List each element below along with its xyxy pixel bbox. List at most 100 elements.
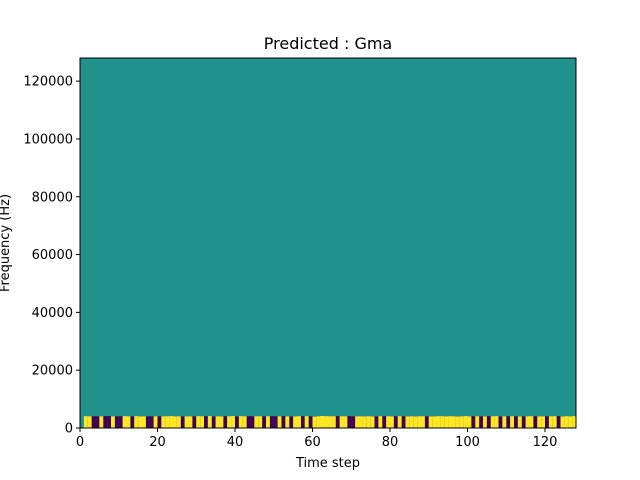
heatmap-cell-low [347, 416, 352, 428]
y-axis-label: Frequency (Hz) [0, 194, 13, 292]
heatmap-cell-high [184, 416, 189, 428]
y-tick-label: 120000 [23, 75, 73, 90]
heatmap-cell-high [409, 416, 414, 428]
heatmap-cell-high [161, 416, 166, 428]
heatmap-cell-high [564, 416, 569, 428]
heatmap-cell-high [138, 416, 142, 428]
heatmap-cell-low [300, 416, 305, 428]
heatmap-cell-high [537, 416, 542, 428]
heatmap-cell-low [95, 416, 100, 428]
heatmap-cell-high [312, 416, 317, 428]
heatmap-cell-high [359, 416, 363, 428]
heatmap-cell-high [397, 416, 402, 428]
plot-area [79, 57, 577, 429]
y-tick-label: 80000 [32, 190, 73, 205]
heatmap-cell-high [560, 416, 565, 428]
heatmap-cell-low [533, 416, 538, 428]
y-axis: 0 20000 40000 60000 80000 100000 120000 [23, 75, 80, 437]
heatmap-cell-low [471, 416, 476, 428]
heatmap-cell-low [521, 416, 526, 428]
heatmap-cell-high [475, 416, 480, 428]
heatmap-cell-low [107, 416, 111, 428]
heatmap-cell-high [328, 416, 332, 428]
heatmap-cell-low [246, 416, 251, 428]
heatmap-cell-high [153, 416, 158, 428]
heatmap-cell-high [455, 416, 460, 428]
heatmap-cell-high [362, 416, 367, 428]
heatmap-cell-low [556, 416, 561, 428]
y-tick-label: 0 [65, 422, 73, 437]
heatmap-cell-high [196, 416, 201, 428]
heatmap-cell-high [378, 416, 383, 428]
heatmap-cell-low [103, 416, 108, 428]
heatmap-cell-low [204, 416, 208, 428]
heatmap-cell-high [258, 416, 263, 428]
y-tick-label: 100000 [23, 132, 73, 147]
heatmap-cell-high [134, 416, 139, 428]
heatmap-cell-high [87, 416, 92, 428]
y-tick-label: 40000 [32, 306, 73, 321]
heatmap-cell-high [502, 416, 507, 428]
heatmap-cell-low [118, 416, 123, 428]
heatmap-cell-high [227, 416, 232, 428]
heatmap-cell-high [173, 416, 177, 428]
heatmap-cell-low [235, 416, 239, 428]
heatmap-cell-low [486, 416, 491, 428]
heatmap-cell-low [180, 416, 185, 428]
x-tick-label: 20 [149, 435, 166, 450]
heatmap-cell-high [165, 416, 170, 428]
heatmap-cell-low [514, 416, 518, 428]
heatmap-cell-high [293, 416, 297, 428]
heatmap-cell-high [238, 416, 243, 428]
heatmap-cell-low [157, 416, 162, 428]
heatmap-cell-high [459, 416, 464, 428]
heatmap-cell-low [506, 416, 511, 428]
heatmap-cell-high [142, 416, 146, 428]
heatmap-cell-high [417, 416, 421, 428]
heatmap-cell-high [463, 416, 468, 428]
heatmap-cell-high [413, 416, 418, 428]
heatmap-cell-low [393, 416, 398, 428]
chart-title: Predicted : Gma [264, 34, 392, 53]
heatmap-cell-high [215, 416, 220, 428]
heatmap-cell-high [316, 416, 321, 428]
heatmap-cell-high [366, 416, 371, 428]
heatmap-cell-low [401, 416, 406, 428]
heatmap-cell-low [374, 416, 379, 428]
heatmap-cell-high [452, 416, 456, 428]
heatmap-cell-high [254, 416, 259, 428]
heatmap-cell-low [281, 416, 286, 428]
heatmap-cell-high [432, 416, 437, 428]
heatmap-cell-high [428, 416, 433, 428]
heatmap-cell-high [355, 416, 359, 428]
heatmap-cell-low [479, 416, 483, 428]
x-tick-label: 100 [455, 435, 480, 450]
heatmap-cell-high [285, 416, 290, 428]
x-tick-label: 80 [382, 435, 399, 450]
heatmap-cell-high [297, 416, 301, 428]
heatmap-cell-high [541, 416, 545, 428]
heatmap-cell-high [169, 416, 173, 428]
heatmap-cell-high [510, 416, 514, 428]
heatmap-cell-low [145, 416, 150, 428]
heatmap-cell-high [339, 416, 344, 428]
heatmap-cell-high [266, 416, 270, 428]
y-tick-label: 60000 [32, 248, 73, 263]
heatmap-cell-high [525, 416, 530, 428]
heatmap-cell-high [483, 416, 487, 428]
heatmap-cell-high [320, 416, 325, 428]
heatmap-cell-high [529, 416, 534, 428]
heatmap-cell-high [176, 416, 181, 428]
heatmap-cells [83, 416, 576, 428]
heatmap-cell-low [149, 416, 154, 428]
y-tick-label: 20000 [32, 364, 73, 379]
heatmap-cell-high [99, 416, 104, 428]
heatmap-cell-high [440, 416, 445, 428]
x-tick-label: 60 [304, 435, 321, 450]
heatmap-cell-high [277, 416, 282, 428]
heatmap-cell-high [517, 416, 522, 428]
heatmap-cell-low [545, 416, 549, 428]
heatmap-cell-high [207, 416, 212, 428]
heatmap-cell-high [188, 416, 193, 428]
plot-frame [79, 57, 577, 429]
